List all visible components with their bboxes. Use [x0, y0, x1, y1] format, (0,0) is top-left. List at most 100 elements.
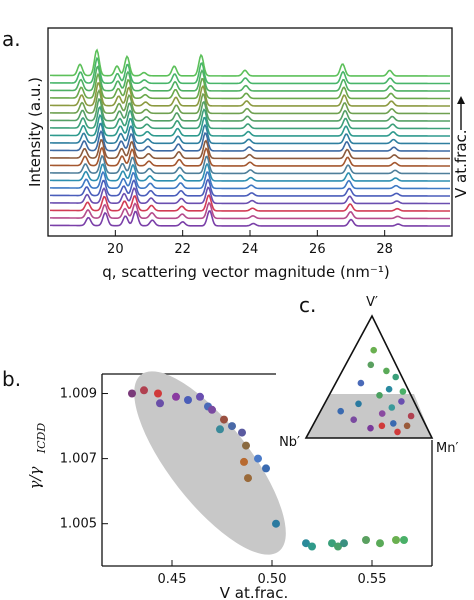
scatter-point [240, 457, 248, 466]
scatter-point [196, 392, 204, 401]
xrd-x-tick-label: 20 [107, 242, 124, 257]
ternary-point [376, 392, 383, 399]
scatter-points [128, 386, 408, 551]
scatter-point [244, 474, 252, 483]
xrd-x-tick-label: 26 [309, 242, 326, 257]
scatter-point [340, 539, 348, 548]
scatter-point [262, 464, 270, 473]
xrd-series-line [49, 105, 450, 130]
v-frac-arrow [457, 96, 465, 130]
ternary-point [378, 422, 386, 430]
xrd-series-line [49, 162, 450, 182]
scatter-point [334, 542, 342, 551]
xrd-y-axis-title: Intensity (a.u.) [26, 77, 44, 187]
xrd-series-line [49, 178, 450, 197]
xrd-series-line [49, 209, 450, 227]
ternary-point [385, 385, 393, 393]
scatter-point [228, 422, 236, 431]
xrd-x-tick-label: 22 [174, 242, 191, 257]
scatter-point [184, 396, 192, 404]
ternary-right-label: Mn′ [436, 441, 458, 456]
scatter-y-tick-label: 1.005 [60, 517, 97, 532]
scatter-point [154, 389, 162, 398]
ternary-outline [304, 314, 434, 439]
scatter-point [302, 539, 310, 548]
scatter-point [328, 539, 336, 548]
scatter-y-tick-label: 1.009 [60, 387, 97, 402]
xrd-series-line [49, 65, 450, 92]
ternary-point [407, 412, 415, 420]
scatter-y-tick-label: 1.007 [60, 452, 97, 467]
scatter-point [208, 405, 216, 414]
ternary-point [355, 400, 362, 408]
ternary-point [398, 398, 405, 405]
xrd-series-line [49, 201, 450, 220]
scatter-x-tick-label: 0.50 [258, 572, 287, 587]
xrd-series-line [49, 48, 450, 77]
highlight-ellipse [134, 371, 286, 555]
xrd-x-tick-label: 28 [376, 242, 393, 257]
xrd-series-line [49, 113, 450, 137]
ternary-point [367, 424, 374, 432]
ternary-point [392, 373, 400, 381]
xrd-series-line [49, 89, 450, 115]
ternary-point [403, 422, 411, 430]
scatter-y-title-main: γ/γ [26, 466, 44, 489]
scatter-point [254, 454, 262, 463]
scatter-point [362, 536, 370, 544]
panel-a-letter: a. [2, 27, 21, 51]
xrd-x-ticks: 20 22 24 26 28 [107, 230, 393, 257]
ternary-point [337, 407, 345, 415]
ternary-points [337, 346, 415, 436]
xrd-series-line [49, 154, 450, 175]
ternary-point [394, 428, 401, 436]
scatter-x-axis-title: V at.frac. [220, 584, 289, 600]
scatter-point [216, 425, 224, 434]
scatter-point [400, 536, 408, 544]
scatter-point [220, 415, 228, 424]
scatter-point [238, 428, 246, 437]
ternary-top-label: V′ [366, 295, 378, 310]
xrd-series-line [49, 122, 450, 145]
ternary-shaded-band [306, 394, 432, 438]
ternary-point [399, 388, 407, 395]
panel-c-letter: c. [299, 293, 316, 317]
scatter-y-axis-title: γ/γ ICDD [26, 423, 48, 490]
scatter-point [272, 519, 280, 528]
xrd-series-group [49, 48, 450, 227]
xrd-series-line [49, 186, 450, 205]
ternary-panel: V′ Nb′ Mn′ [279, 295, 458, 456]
ternary-point [390, 420, 397, 427]
xrd-series-line [49, 146, 450, 167]
xrd-series-line [49, 138, 450, 160]
xrd-series-line [49, 72, 450, 100]
scatter-point [242, 441, 250, 450]
ternary-left-label: Nb′ [279, 435, 300, 450]
ternary-point [370, 346, 378, 354]
scatter-y-title-sub: ICDD [35, 423, 48, 455]
scatter-point [376, 539, 384, 548]
ternary-point [357, 379, 365, 387]
scatter-point [392, 536, 400, 544]
xrd-series-line [49, 97, 450, 122]
xrd-series-line [49, 194, 450, 212]
ternary-point [367, 361, 375, 369]
scatter-point [156, 399, 164, 408]
scatter-ticks: 0.45 0.50 0.55 1.005 1.007 1.009 [60, 387, 387, 587]
xrd-series-line [49, 82, 450, 107]
v-frac-side-label: V at.frac. [452, 129, 470, 198]
panel-b-letter: b. [2, 367, 21, 391]
scatter-point [128, 389, 136, 398]
ternary-point [350, 416, 358, 424]
xrd-panel: 20 22 24 26 28 q, scattering vector magnitud… [26, 27, 470, 281]
xrd-series-line [49, 56, 450, 85]
ternary-point [378, 410, 386, 417]
scatter-point [308, 542, 316, 551]
lattice-scatter-panel: 0.45 0.50 0.55 1.005 1.007 1.009 V at.frac. γ… [26, 371, 433, 600]
ternary-point [383, 367, 390, 375]
ternary-point [388, 404, 396, 411]
scatter-point [140, 386, 148, 395]
xrd-series-line [49, 170, 450, 190]
xrd-x-tick-label: 24 [242, 242, 259, 257]
